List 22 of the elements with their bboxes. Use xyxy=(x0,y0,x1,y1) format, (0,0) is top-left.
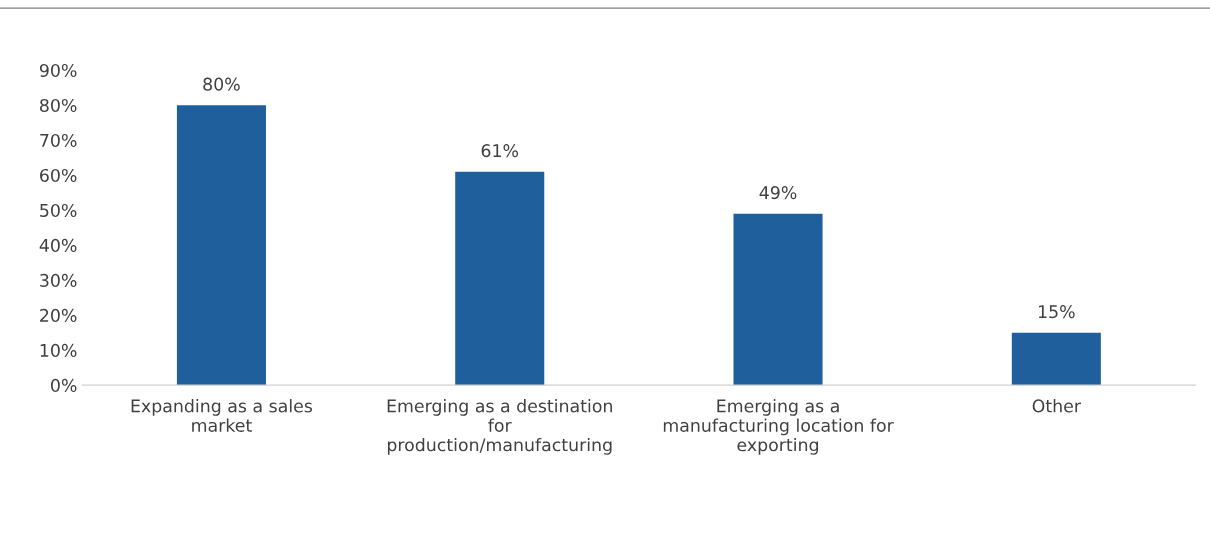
y-tick-label: 30% xyxy=(40,273,77,287)
x-tick-label: Emerging as a manufacturing location for exporting xyxy=(663,399,894,455)
y-tick-label: 0% xyxy=(51,378,77,392)
y-tick-label: 40% xyxy=(39,238,77,253)
y-tick-label: 70% xyxy=(40,133,77,148)
y-tick-label: 10% xyxy=(40,343,77,357)
bar xyxy=(1011,332,1101,386)
y-tick-label: 60% xyxy=(40,168,77,183)
x-tick-label: Emerging as a destination for production/manufacturing xyxy=(387,399,612,455)
y-tick-label: 50% xyxy=(40,203,77,218)
bar xyxy=(733,213,823,386)
data-label: 15% xyxy=(1038,305,1075,319)
data-label: 61% xyxy=(481,144,519,158)
x-tick-label: Other xyxy=(1032,399,1081,413)
x-tick-label: Expanding as a sales market xyxy=(131,399,313,432)
y-tick-label: 80% xyxy=(40,98,77,113)
y-tick-label: 20% xyxy=(40,308,77,322)
bar xyxy=(176,105,266,386)
y-tick-label: 90% xyxy=(39,63,77,78)
bar xyxy=(455,171,545,386)
data-label: 49% xyxy=(759,186,797,200)
data-label: 80% xyxy=(203,77,240,91)
